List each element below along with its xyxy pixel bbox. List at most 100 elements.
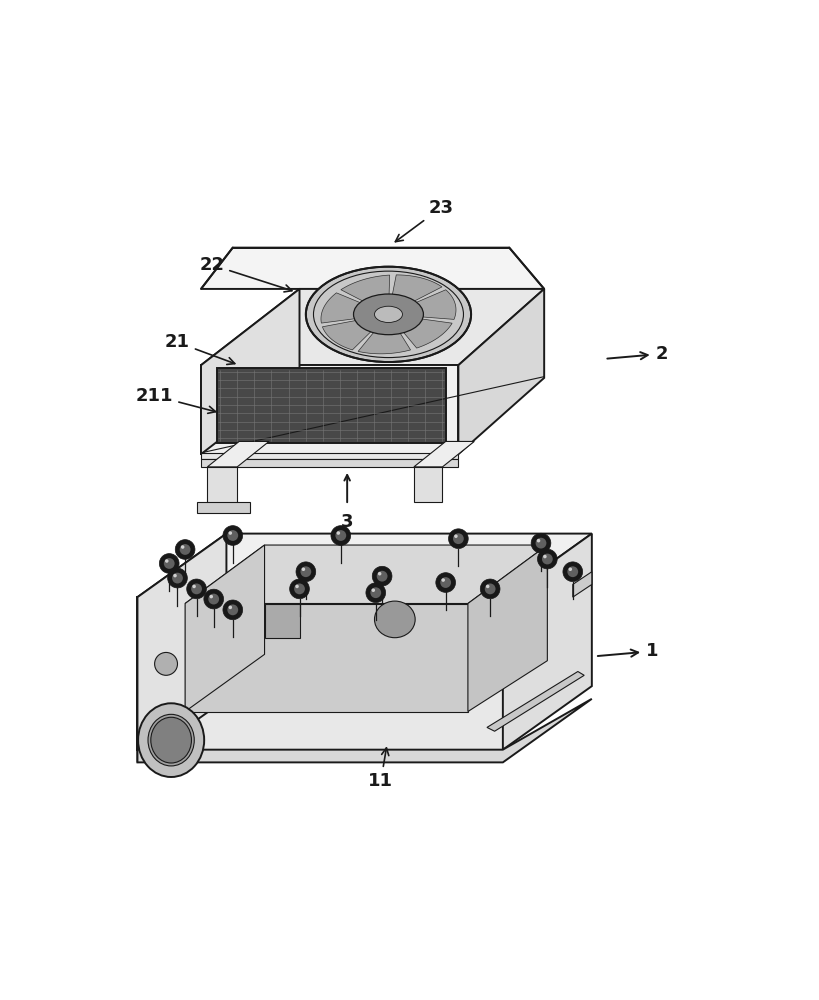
Circle shape bbox=[441, 578, 445, 582]
Circle shape bbox=[541, 554, 552, 564]
Circle shape bbox=[454, 534, 457, 538]
Polygon shape bbox=[201, 289, 299, 454]
Circle shape bbox=[192, 585, 196, 588]
Circle shape bbox=[181, 545, 184, 549]
Circle shape bbox=[562, 562, 582, 582]
Polygon shape bbox=[216, 368, 446, 443]
Ellipse shape bbox=[305, 267, 471, 362]
Circle shape bbox=[435, 573, 455, 592]
Circle shape bbox=[296, 562, 315, 582]
Polygon shape bbox=[502, 534, 591, 750]
Circle shape bbox=[371, 588, 374, 592]
Text: 21: 21 bbox=[165, 333, 234, 364]
Circle shape bbox=[486, 585, 489, 588]
Polygon shape bbox=[341, 275, 389, 314]
Circle shape bbox=[175, 540, 195, 559]
Circle shape bbox=[294, 583, 305, 594]
Ellipse shape bbox=[353, 294, 423, 335]
Polygon shape bbox=[201, 365, 458, 454]
Polygon shape bbox=[486, 672, 583, 731]
Polygon shape bbox=[138, 699, 591, 762]
Ellipse shape bbox=[151, 717, 192, 763]
Ellipse shape bbox=[155, 652, 177, 675]
Polygon shape bbox=[185, 604, 468, 712]
Polygon shape bbox=[201, 453, 458, 459]
Text: 22: 22 bbox=[199, 256, 292, 292]
Circle shape bbox=[191, 583, 201, 594]
Circle shape bbox=[179, 544, 190, 555]
Circle shape bbox=[535, 538, 545, 549]
Circle shape bbox=[567, 566, 577, 577]
Polygon shape bbox=[138, 534, 226, 762]
Polygon shape bbox=[207, 441, 269, 467]
Ellipse shape bbox=[374, 306, 402, 322]
Polygon shape bbox=[138, 534, 591, 597]
Polygon shape bbox=[322, 314, 388, 350]
Circle shape bbox=[531, 533, 550, 553]
Circle shape bbox=[365, 583, 385, 603]
Circle shape bbox=[331, 526, 351, 545]
Circle shape bbox=[173, 574, 177, 577]
Text: 11: 11 bbox=[368, 748, 393, 790]
Polygon shape bbox=[185, 545, 547, 604]
Polygon shape bbox=[197, 502, 250, 513]
Circle shape bbox=[187, 579, 206, 599]
Polygon shape bbox=[201, 289, 544, 365]
Polygon shape bbox=[201, 248, 544, 289]
Circle shape bbox=[229, 531, 232, 535]
Polygon shape bbox=[265, 604, 299, 638]
Circle shape bbox=[448, 529, 468, 549]
Circle shape bbox=[336, 531, 340, 535]
Ellipse shape bbox=[147, 714, 194, 766]
Circle shape bbox=[209, 595, 213, 598]
Circle shape bbox=[536, 549, 557, 569]
Text: 23: 23 bbox=[395, 199, 453, 242]
Polygon shape bbox=[201, 459, 458, 467]
Circle shape bbox=[376, 571, 387, 582]
Text: 3: 3 bbox=[341, 513, 353, 531]
Circle shape bbox=[378, 572, 381, 575]
Circle shape bbox=[164, 558, 174, 569]
Circle shape bbox=[167, 568, 187, 588]
Circle shape bbox=[204, 589, 224, 609]
Circle shape bbox=[223, 526, 242, 545]
Text: 2: 2 bbox=[607, 345, 667, 363]
Circle shape bbox=[223, 600, 242, 620]
Polygon shape bbox=[388, 275, 441, 314]
Text: 211: 211 bbox=[136, 387, 215, 413]
Polygon shape bbox=[414, 467, 442, 502]
Circle shape bbox=[208, 594, 219, 604]
Ellipse shape bbox=[374, 601, 414, 638]
Text: 1: 1 bbox=[597, 642, 658, 660]
Circle shape bbox=[172, 573, 183, 583]
Circle shape bbox=[229, 606, 232, 609]
Polygon shape bbox=[458, 289, 544, 454]
Circle shape bbox=[295, 585, 298, 588]
Ellipse shape bbox=[138, 703, 204, 777]
Polygon shape bbox=[358, 314, 410, 354]
Polygon shape bbox=[414, 441, 473, 467]
Circle shape bbox=[335, 530, 346, 541]
Circle shape bbox=[301, 567, 305, 571]
Circle shape bbox=[372, 566, 391, 586]
Polygon shape bbox=[388, 290, 455, 319]
Polygon shape bbox=[572, 572, 591, 597]
Circle shape bbox=[227, 530, 238, 541]
Polygon shape bbox=[207, 467, 237, 505]
Circle shape bbox=[159, 554, 179, 573]
Circle shape bbox=[484, 583, 495, 594]
Polygon shape bbox=[185, 545, 265, 712]
Circle shape bbox=[370, 587, 381, 598]
Circle shape bbox=[440, 577, 450, 588]
Circle shape bbox=[289, 579, 309, 599]
Polygon shape bbox=[388, 314, 451, 348]
Circle shape bbox=[227, 604, 238, 615]
Circle shape bbox=[568, 567, 572, 571]
Circle shape bbox=[542, 555, 546, 558]
Circle shape bbox=[480, 579, 500, 599]
Polygon shape bbox=[138, 597, 502, 750]
Polygon shape bbox=[320, 293, 388, 323]
Circle shape bbox=[300, 566, 311, 577]
Polygon shape bbox=[468, 545, 547, 712]
Circle shape bbox=[536, 539, 540, 542]
